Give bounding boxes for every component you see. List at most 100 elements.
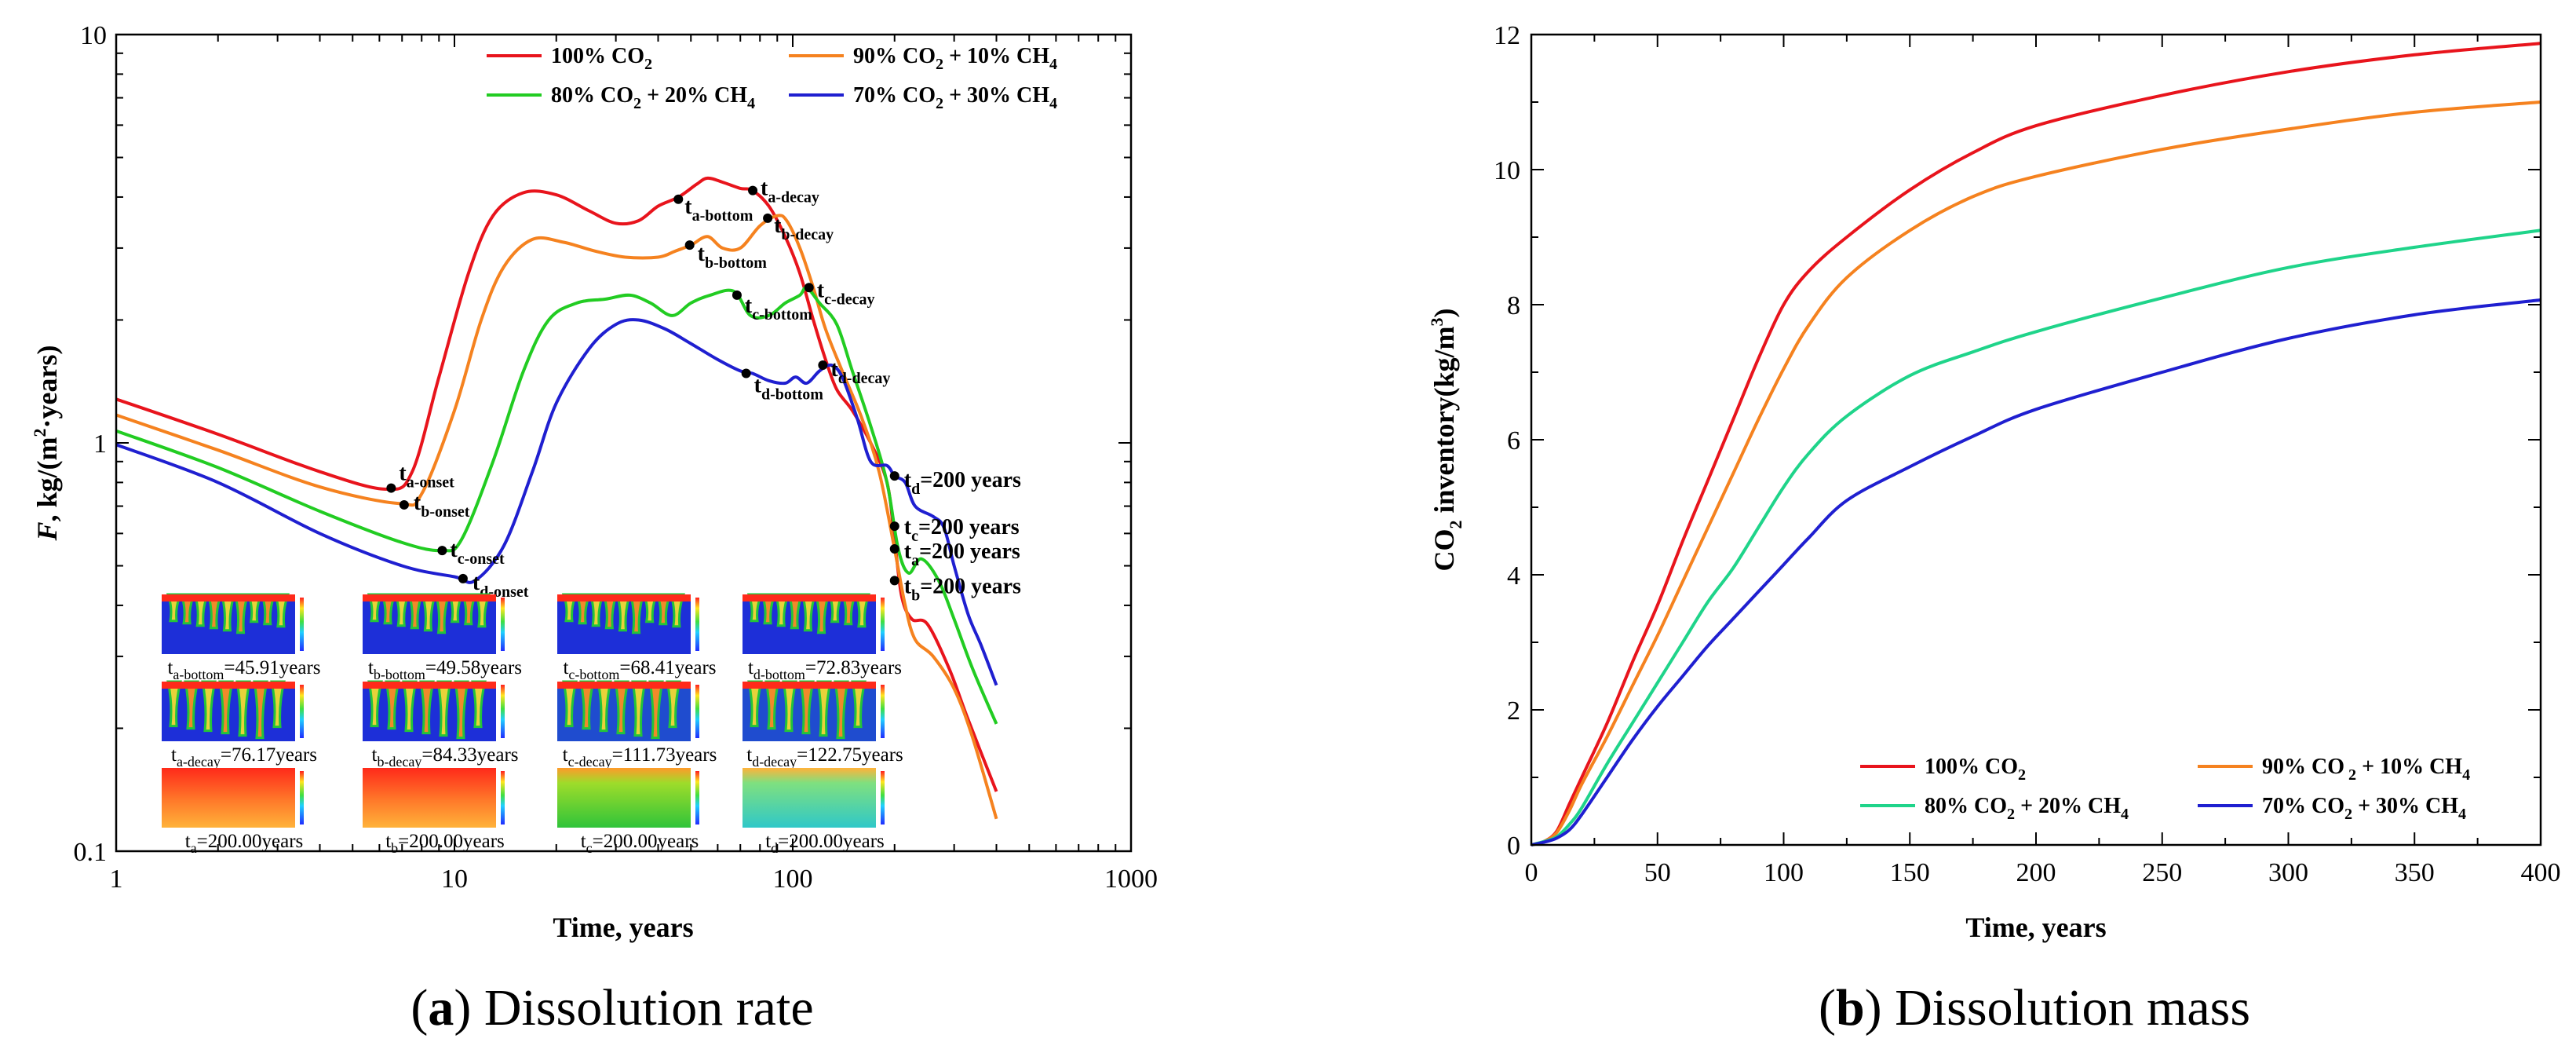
event-marker-sub: a-bottom <box>692 207 753 225</box>
snapshot-finger <box>218 680 234 735</box>
snapshot-panel: td-decay=122.75years <box>743 680 903 770</box>
snapshot-colorbar <box>695 771 699 824</box>
event-marker-label: td-bottom <box>754 373 824 403</box>
chart-b-series-lines <box>1531 42 2541 846</box>
snapshot-panel: tb-bottom=49.58years <box>363 593 522 682</box>
event-marker-sub: c-decay <box>824 291 874 308</box>
snapshot-finger <box>421 593 437 632</box>
snapshot-caption-t: t <box>765 831 771 852</box>
x-tick-label: 200 <box>2016 858 2056 887</box>
legend-label-main: 80% CO <box>1925 794 2007 818</box>
event-marker-dot <box>889 544 899 554</box>
snapshot-finger <box>579 680 595 730</box>
event-marker-label: tb-bottom <box>698 242 768 272</box>
legend-label-rest: + 30% CH <box>943 83 1049 108</box>
snapshot-panel: tc-decay=111.73years <box>557 680 717 770</box>
legend-label-sub: 2 <box>2344 806 2352 823</box>
snapshot-caption-t: t <box>563 657 568 678</box>
event-marker-tail: =200 years <box>918 515 1020 539</box>
event-marker-dot <box>748 185 758 196</box>
snapshot-finger <box>834 680 849 740</box>
snapshot-finger <box>666 680 681 729</box>
snapshot-finger <box>419 680 435 735</box>
snapshot-finger <box>801 593 817 632</box>
event-marker-dot <box>732 290 742 300</box>
snapshot-top-layer <box>557 594 691 601</box>
snapshot-finger <box>629 593 645 634</box>
legend-label-sub2: 4 <box>2121 806 2129 823</box>
event-marker-dot <box>741 368 751 378</box>
y-tick-label: 6 <box>1507 426 1520 455</box>
snapshot-caption-sub: c <box>586 840 593 856</box>
snapshot-field <box>557 768 691 828</box>
snapshot-caption-t: t <box>581 831 586 852</box>
legend-label-sub: 2 <box>644 56 652 73</box>
snapshot-finger <box>367 680 383 728</box>
snapshot-finger <box>233 593 250 634</box>
snapshot-caption-value: =84.33years <box>421 744 518 766</box>
x-tick-label: 100 <box>1764 858 1804 887</box>
snapshot-field <box>162 768 295 828</box>
snapshot-finger <box>270 680 286 729</box>
snapshot-finger <box>253 680 268 740</box>
snapshot-top-layer <box>162 682 295 689</box>
legend-label-sub2: 4 <box>1049 56 1057 73</box>
snapshot-caption: td-bottom=72.83years <box>748 657 902 682</box>
snapshot-finger <box>615 593 632 632</box>
snapshot-field <box>743 768 876 828</box>
y-tick-label: 12 <box>1494 21 1520 50</box>
event-marker-dot <box>386 483 396 493</box>
chart-b-ylabel: CO2 inventory(kg/m3) <box>1427 309 1465 572</box>
event-marker-dot <box>804 283 814 293</box>
legend-label-rest: + 30% CH <box>2352 794 2458 818</box>
snapshot-finger <box>166 680 182 728</box>
event-marker-t: t <box>830 357 838 382</box>
event-marker-dot <box>684 240 695 250</box>
snapshot-colorbar <box>881 598 885 651</box>
event-marker-dot <box>889 471 899 481</box>
event-marker-t: t <box>774 214 782 238</box>
event-marker-dot <box>889 576 899 586</box>
event-marker-dot <box>437 546 447 556</box>
snapshot-top-layer <box>743 682 876 689</box>
snapshot-finger <box>782 680 797 733</box>
event-marker-label: tb=200 years <box>904 574 1021 604</box>
chart-b-tick-labels: 0 50 100 150 200 250 300 350 400 0 2 4 6 8 10 12 <box>1494 21 2561 887</box>
event-marker-sub: a-decay <box>768 189 819 207</box>
snapshot-caption-value: =200.00years <box>398 831 505 852</box>
x-tick-label: 1000 <box>1104 865 1158 894</box>
series-line-1 <box>1531 42 2541 846</box>
legend-label: 70% CO2 + 30% CH4 <box>2262 794 2466 823</box>
series-line-4 <box>1531 298 2541 846</box>
snapshot-caption: td-decay=122.75years <box>746 744 903 770</box>
event-marker-t: t <box>698 242 706 266</box>
legend-label: 90% CO 2 + 10% CH4 <box>2262 755 2470 784</box>
snapshot-finger <box>220 593 236 632</box>
snapshot-finger <box>235 680 251 737</box>
series-line-4 <box>115 318 998 686</box>
snapshot-caption-t: t <box>385 831 391 852</box>
snapshot-finger <box>648 680 664 740</box>
snapshot-caption-value: =45.91years <box>224 657 320 678</box>
event-marker-sub: b-onset <box>421 503 470 521</box>
event-marker-t: t <box>745 294 753 318</box>
snapshot-top-layer <box>743 594 876 601</box>
snapshot-caption-value: =122.75years <box>797 744 903 766</box>
snapshot-finger <box>454 680 469 740</box>
snapshot-caption-sub: a <box>191 840 197 856</box>
event-marker-t: t <box>904 539 912 564</box>
event-marker-dot <box>763 213 773 223</box>
series-line-2 <box>115 214 998 820</box>
snapshot-caption: tb-bottom=49.58years <box>368 657 522 682</box>
event-marker-sub: c-bottom <box>752 306 812 324</box>
snapshot-caption: tb=200.00years <box>385 831 505 856</box>
snapshot-caption: tb-decay=84.33years <box>371 744 518 770</box>
event-marker-sub: a-onset <box>407 474 454 492</box>
y-tick-label: 1 <box>93 430 107 459</box>
snapshot-finger <box>814 593 830 634</box>
snapshot-caption-value: =72.83years <box>805 657 902 678</box>
snapshot-caption: tc-bottom=68.41years <box>563 657 716 682</box>
snapshot-caption-t: t <box>563 744 568 766</box>
